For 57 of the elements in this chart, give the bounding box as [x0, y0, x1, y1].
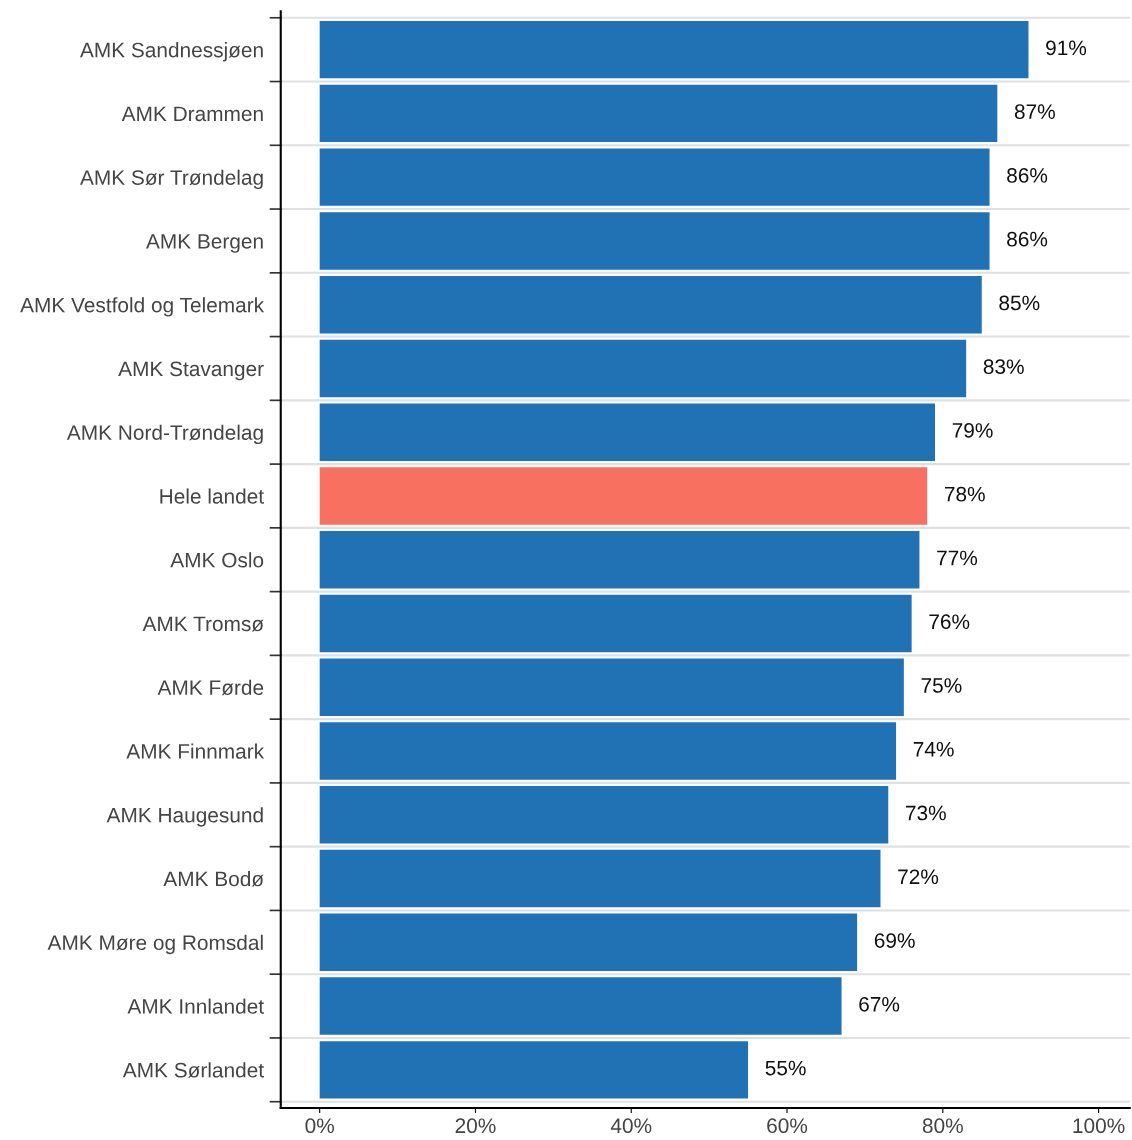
data-label: 67%: [859, 996, 900, 1012]
data-label: 76%: [929, 614, 970, 630]
x-tick-label: 100%: [1073, 1118, 1125, 1134]
data-label: 91%: [1046, 40, 1087, 56]
data-label: 86%: [1007, 231, 1048, 247]
data-label: 83%: [983, 359, 1024, 375]
y-tick-label: AMK Haugesund: [106, 807, 263, 827]
data-label: 55%: [765, 1060, 806, 1076]
bar: [319, 658, 904, 716]
bar: [319, 1041, 749, 1099]
y-tick-label: AMK Stavanger: [118, 361, 264, 381]
bar: [319, 403, 936, 461]
data-label: 79%: [952, 423, 993, 438]
y-tick-label: AMK Oslo: [170, 552, 264, 568]
y-tick-label: AMK Møre og Romsdal: [47, 934, 263, 955]
y-tick-label: AMK Finnmark: [126, 743, 265, 759]
bar: [319, 339, 967, 398]
y-tick-label: Hele landet: [160, 488, 264, 504]
data-label: 78%: [944, 486, 985, 502]
y-tick-label: AMK Sør Trøndelag: [80, 169, 263, 190]
data-label: 85%: [999, 295, 1040, 311]
y-tick-label: AMK Innlandet: [127, 998, 264, 1014]
data-label: 87%: [1014, 104, 1055, 120]
bar: [319, 84, 998, 143]
bar: [319, 212, 990, 270]
x-tick-label: 80%: [922, 1118, 963, 1134]
bar: [319, 977, 842, 1035]
y-tick-label: AMK Bergen: [146, 234, 263, 253]
x-tick-label: 20%: [455, 1118, 496, 1134]
bar: [319, 467, 928, 525]
data-label: 75%: [921, 678, 962, 693]
x-tick-label: 40%: [610, 1118, 652, 1134]
bar: [319, 20, 1029, 79]
data-label: 77%: [937, 550, 978, 566]
y-tick-label: AMK Nord-Trøndelag: [66, 424, 263, 445]
x-tick-label: 0%: [305, 1118, 334, 1134]
bar: [319, 594, 912, 653]
data-label: 73%: [906, 805, 946, 821]
y-tick-label: AMK Førde: [157, 679, 264, 696]
data-label: 72%: [898, 869, 939, 885]
y-tick-label: AMK Sørlandet: [122, 1062, 264, 1078]
data-label: 74%: [913, 741, 954, 757]
bar: [319, 276, 982, 334]
bar: [319, 531, 920, 589]
bar: [319, 786, 889, 844]
x-tick-label: 60%: [767, 1118, 808, 1134]
y-tick-label: AMK Drammen: [121, 106, 263, 122]
data-label: 86%: [1007, 168, 1048, 183]
y-tick-label: AMK Sandnessjøen: [80, 42, 263, 62]
data-label: 69%: [874, 933, 915, 948]
bar: [319, 849, 881, 908]
bar: [319, 722, 897, 780]
y-tick-label: AMK Tromsø: [142, 616, 264, 632]
bar: [319, 148, 990, 206]
y-tick-label: AMK Bodø: [163, 870, 264, 887]
bar: [319, 913, 858, 971]
y-tick-label: AMK Vestfold og Telemark: [20, 297, 265, 317]
